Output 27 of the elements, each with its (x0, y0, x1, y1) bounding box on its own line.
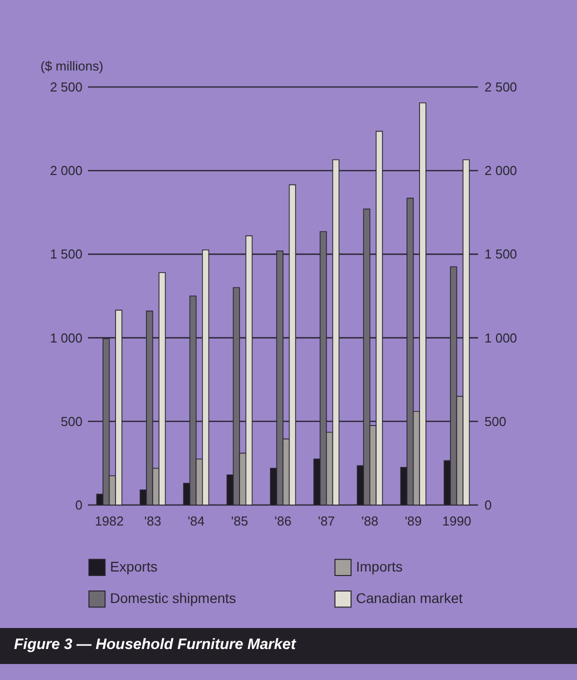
legend-label: Domestic shipments (110, 590, 236, 606)
x-tick-label: 1982 (94, 514, 124, 528)
y2-tick-label: 500 (484, 414, 506, 429)
y2-tick-label: 1 500 (484, 246, 518, 262)
y-tick-label: 500 (60, 414, 82, 429)
y2-tick-label: 2 000 (484, 163, 518, 178)
y-tick-label: 1 500 (50, 246, 82, 262)
y-tick-label: 2 000 (50, 163, 82, 178)
x-tick-label: '87 (318, 514, 335, 528)
x-tick-label: '86 (274, 514, 292, 528)
x-tick-label: '88 (361, 514, 378, 528)
y-axis-title: ($ millions) (40, 58, 104, 74)
y2-tick-label: 0 (484, 498, 492, 512)
y-tick-label: 2 500 (50, 80, 82, 94)
x-tick-label: '85 (231, 514, 248, 528)
caption: Figure 3 — Household Furniture Market (0, 628, 577, 664)
x-tick-label: 1990 (442, 514, 472, 528)
legend-label: Imports (356, 558, 403, 574)
legend-label: Canadian market (356, 590, 463, 606)
y-tick-label: 0 (75, 498, 82, 512)
x-tick-label: '83 (144, 514, 162, 528)
legend-label: Exports (110, 558, 158, 574)
x-tick-label: '89 (404, 514, 422, 528)
x-tick-label: '84 (188, 514, 205, 528)
y-tick-label: 1 000 (50, 330, 82, 346)
y2-tick-label: 1 000 (484, 330, 518, 346)
y2-tick-label: 2 500 (484, 80, 518, 94)
